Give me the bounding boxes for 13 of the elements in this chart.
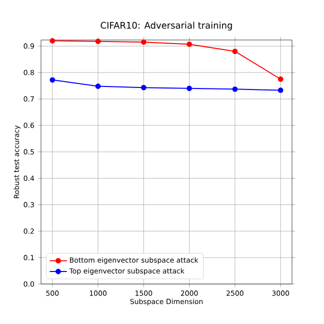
point [95, 84, 101, 89]
point [140, 84, 146, 90]
point [278, 88, 284, 93]
point [140, 39, 146, 45]
point [278, 76, 284, 82]
point [232, 48, 238, 54]
point [186, 86, 192, 92]
point [50, 77, 56, 83]
point [50, 38, 56, 44]
point [186, 42, 192, 47]
chart-title: CIFAR10: Adversarial training [100, 22, 232, 30]
point [232, 86, 238, 92]
point [95, 38, 101, 44]
